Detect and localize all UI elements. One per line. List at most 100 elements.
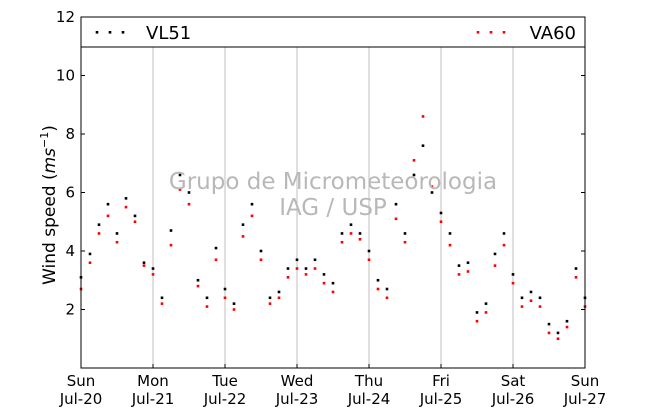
data-point <box>151 273 155 276</box>
data-point <box>358 238 362 241</box>
data-point <box>376 278 380 282</box>
legend-label-vl51: VL51 <box>146 23 191 44</box>
data-point <box>421 144 425 147</box>
data-point <box>214 246 218 250</box>
data-point <box>151 267 155 270</box>
data-point <box>466 261 470 264</box>
y-tick-label: 10 <box>56 67 75 85</box>
legend-box <box>80 16 586 48</box>
watermark-line1: Grupo de Micrometeorologia <box>169 169 497 195</box>
data-point <box>403 232 407 235</box>
series-vl51 <box>79 144 587 335</box>
data-point <box>511 281 515 285</box>
data-point <box>259 249 263 253</box>
data-point <box>178 188 182 191</box>
data-point <box>106 202 110 206</box>
data-point <box>313 267 317 270</box>
y-tick-label: 2 <box>65 301 75 319</box>
data-point <box>367 249 371 253</box>
data-point <box>565 319 569 323</box>
data-point <box>169 243 173 247</box>
data-point <box>286 267 290 270</box>
x-tick-label-day: Mon <box>137 372 169 390</box>
data-point <box>160 302 164 305</box>
data-point <box>457 273 461 276</box>
y-axis-unit: ms <box>40 148 60 174</box>
data-point <box>565 325 569 329</box>
data-point <box>493 252 497 256</box>
data-point <box>88 252 92 256</box>
data-point <box>538 305 542 308</box>
data-point <box>367 258 371 262</box>
x-tick-label-day: Thu <box>354 372 383 390</box>
data-point <box>385 296 389 300</box>
data-point <box>268 302 272 305</box>
data-point <box>502 232 506 235</box>
data-point <box>394 217 398 221</box>
data-point <box>250 202 254 206</box>
data-point <box>322 281 326 285</box>
legend-marker-vl51 <box>121 31 125 34</box>
grid-lines <box>152 47 514 368</box>
data-point <box>322 273 326 276</box>
data-point <box>475 319 479 323</box>
data-point <box>304 267 308 270</box>
data-point <box>475 311 479 314</box>
data-point <box>484 311 488 314</box>
data-point <box>493 264 497 267</box>
x-tick-label-day: Sun <box>571 372 600 390</box>
x-tick-label-date: Jul-27 <box>563 390 607 408</box>
x-tick-label-date: Jul-21 <box>131 390 175 408</box>
data-point <box>259 258 263 262</box>
data-point <box>439 211 443 215</box>
data-point <box>448 232 452 235</box>
data-point <box>421 115 425 118</box>
watermark-line2: IAG / USP <box>279 195 387 221</box>
data-point <box>412 173 416 177</box>
x-tick-label-date: Jul-25 <box>419 390 463 408</box>
data-point <box>430 191 434 194</box>
x-tick-label-date: Jul-26 <box>491 390 535 408</box>
data-point <box>547 322 551 326</box>
data-point <box>133 220 137 224</box>
data-point <box>547 331 551 335</box>
data-point <box>331 281 335 285</box>
data-point <box>295 267 299 270</box>
data-point <box>124 205 128 209</box>
data-point <box>520 296 524 300</box>
data-point <box>142 264 146 267</box>
data-point <box>394 202 398 206</box>
x-tick-label-date: Jul-24 <box>347 390 391 408</box>
legend-marker-va60 <box>502 31 506 34</box>
data-point <box>295 258 299 262</box>
data-point <box>340 240 344 244</box>
data-point <box>529 290 533 294</box>
data-point <box>115 240 119 244</box>
x-tick-label-date: Jul-23 <box>275 390 319 408</box>
data-point <box>331 290 335 294</box>
data-point <box>349 232 353 235</box>
data-point <box>223 296 227 300</box>
data-point <box>466 270 470 273</box>
data-point <box>529 299 533 303</box>
data-point <box>484 302 488 305</box>
legend-marker-vl51 <box>108 31 112 34</box>
x-tick-label-day: Tue <box>211 372 238 390</box>
data-point <box>205 305 209 308</box>
data-point <box>430 185 434 188</box>
data-point <box>88 261 92 264</box>
x-tick-label-day: Fri <box>432 372 450 390</box>
data-point <box>232 302 236 305</box>
data-point <box>340 232 344 235</box>
data-point <box>106 214 110 218</box>
data-point <box>196 284 200 288</box>
data-point <box>214 258 218 262</box>
legend-label-va60: VA60 <box>530 23 576 44</box>
y-axis-unit-exp: −1 <box>38 132 51 148</box>
data-point <box>196 278 200 282</box>
data-point <box>403 240 407 244</box>
series-va60 <box>79 115 587 341</box>
legend-marker-va60 <box>476 31 480 34</box>
data-point <box>133 214 137 218</box>
